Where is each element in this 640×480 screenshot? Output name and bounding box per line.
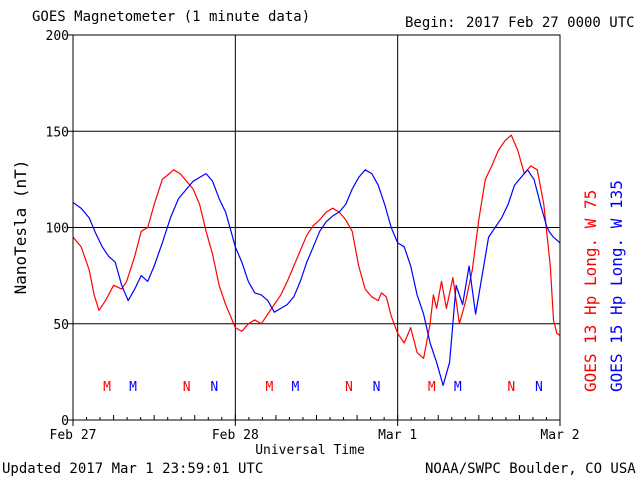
marker-M: M — [454, 380, 462, 395]
marker-M: M — [103, 380, 111, 395]
y-tick-label: 50 — [53, 318, 69, 333]
marker-N: N — [183, 380, 191, 395]
marker-M: M — [428, 380, 436, 395]
series-lines — [72, 134, 561, 386]
marker-N: N — [507, 380, 515, 395]
x-tick-labels: Feb 27 Feb 28 Mar 1 Mar 2 — [50, 428, 580, 443]
x-tick-label: Mar 1 — [378, 428, 417, 443]
series-line-0 — [72, 134, 561, 359]
chart-title: GOES Magnetometer (1 minute data) — [32, 9, 311, 25]
y-tick-label: 0 — [61, 414, 69, 429]
begin-value: 2017 Feb 27 0000 UTC — [466, 15, 635, 31]
y-axis-label: NanoTesla (nT) — [11, 160, 30, 295]
y-tick-label: 200 — [46, 29, 69, 44]
y-tick-labels: 0 50 100 150 200 — [46, 29, 69, 429]
legend-goes13: GOES 13 Hp Long. W 75 — [581, 190, 600, 392]
x-tick-label: Feb 27 — [50, 428, 97, 443]
marker-M: M — [291, 380, 299, 395]
x-axis-label: Universal Time — [255, 443, 365, 458]
marker-N: N — [345, 380, 353, 395]
marker-N: N — [535, 380, 543, 395]
updated-timestamp: Updated 2017 Mar 1 23:59:01 UTC — [2, 461, 264, 477]
y-tick-label: 100 — [46, 222, 69, 237]
grid — [68, 34, 561, 426]
marker-M: M — [266, 380, 274, 395]
x-tick-label: Feb 28 — [212, 428, 259, 443]
legend-goes15: GOES 15 Hp Long. W 135 — [607, 180, 626, 392]
marker-N: N — [210, 380, 218, 395]
x-tick-label: Mar 2 — [540, 428, 579, 443]
begin-label: Begin: — [405, 15, 456, 31]
marker-N: N — [373, 380, 381, 395]
series-line-1 — [72, 169, 561, 386]
credit-text: NOAA/SWPC Boulder, CO USA — [425, 461, 636, 477]
y-tick-label: 150 — [46, 125, 69, 140]
marker-M: M — [129, 380, 137, 395]
plot-frame — [72, 34, 561, 421]
